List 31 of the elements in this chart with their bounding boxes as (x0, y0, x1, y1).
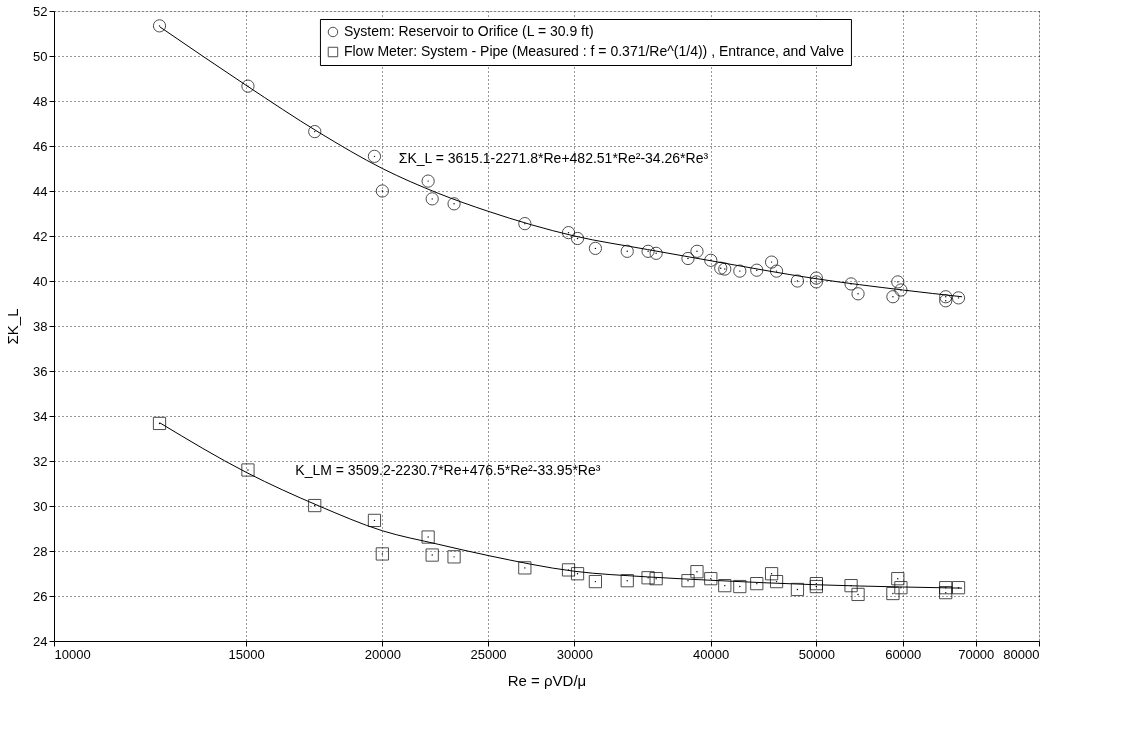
x-tick-label: 60000 (885, 646, 922, 662)
x-tick-label: 70000 (958, 646, 995, 662)
x-tick-label: 15000 (228, 646, 265, 662)
x-tick-label: 20000 (364, 646, 401, 662)
y-tick-label: 50 (33, 48, 48, 64)
legend-label: System: Reservoir to Orifice (L = 30.9 ft) (343, 23, 594, 39)
x-tick-label: 10000 (54, 646, 91, 662)
x-axis-title: Re = ρVD/μ (507, 671, 587, 689)
y-tick-label: 30 (33, 498, 48, 514)
y-tick-label: 24 (33, 633, 48, 649)
legend-label: Flow Meter: System - Pipe (Measured : f = 0.371/Re^(1/4)) , Entrance, and Valve (343, 43, 845, 59)
x-tick-label: 80000 (1003, 646, 1040, 662)
y-tick-label: 38 (33, 318, 48, 334)
annotation: K_LM = 3509.2-2230.7*Re+476.5*Re²-33.95*Re³ (295, 461, 601, 478)
x-tick-label: 25000 (470, 646, 507, 662)
y-tick-label: 34 (33, 408, 48, 424)
y-tick-label: 32 (33, 453, 48, 469)
annotation: ΣK_L = 3615.1-2271.8*Re+482.51*Re²-34.26*Re³ (398, 150, 709, 167)
y-tick-label: 40 (33, 273, 48, 289)
x-tick-label: 30000 (556, 646, 593, 662)
y-tick-label: 46 (33, 138, 48, 154)
y-tick-label: 48 (33, 93, 48, 109)
x-tick-label: 50000 (798, 646, 835, 662)
x-tick-label: 40000 (693, 646, 730, 662)
y-tick-label: 26 (33, 588, 48, 604)
y-tick-label: 28 (33, 543, 48, 559)
y-axis-title: ΣK_L (4, 308, 22, 345)
y-tick-label: 52 (33, 3, 48, 19)
y-tick-label: 42 (33, 228, 48, 244)
y-tick-label: 44 (33, 183, 48, 199)
y-tick-label: 36 (33, 363, 48, 379)
